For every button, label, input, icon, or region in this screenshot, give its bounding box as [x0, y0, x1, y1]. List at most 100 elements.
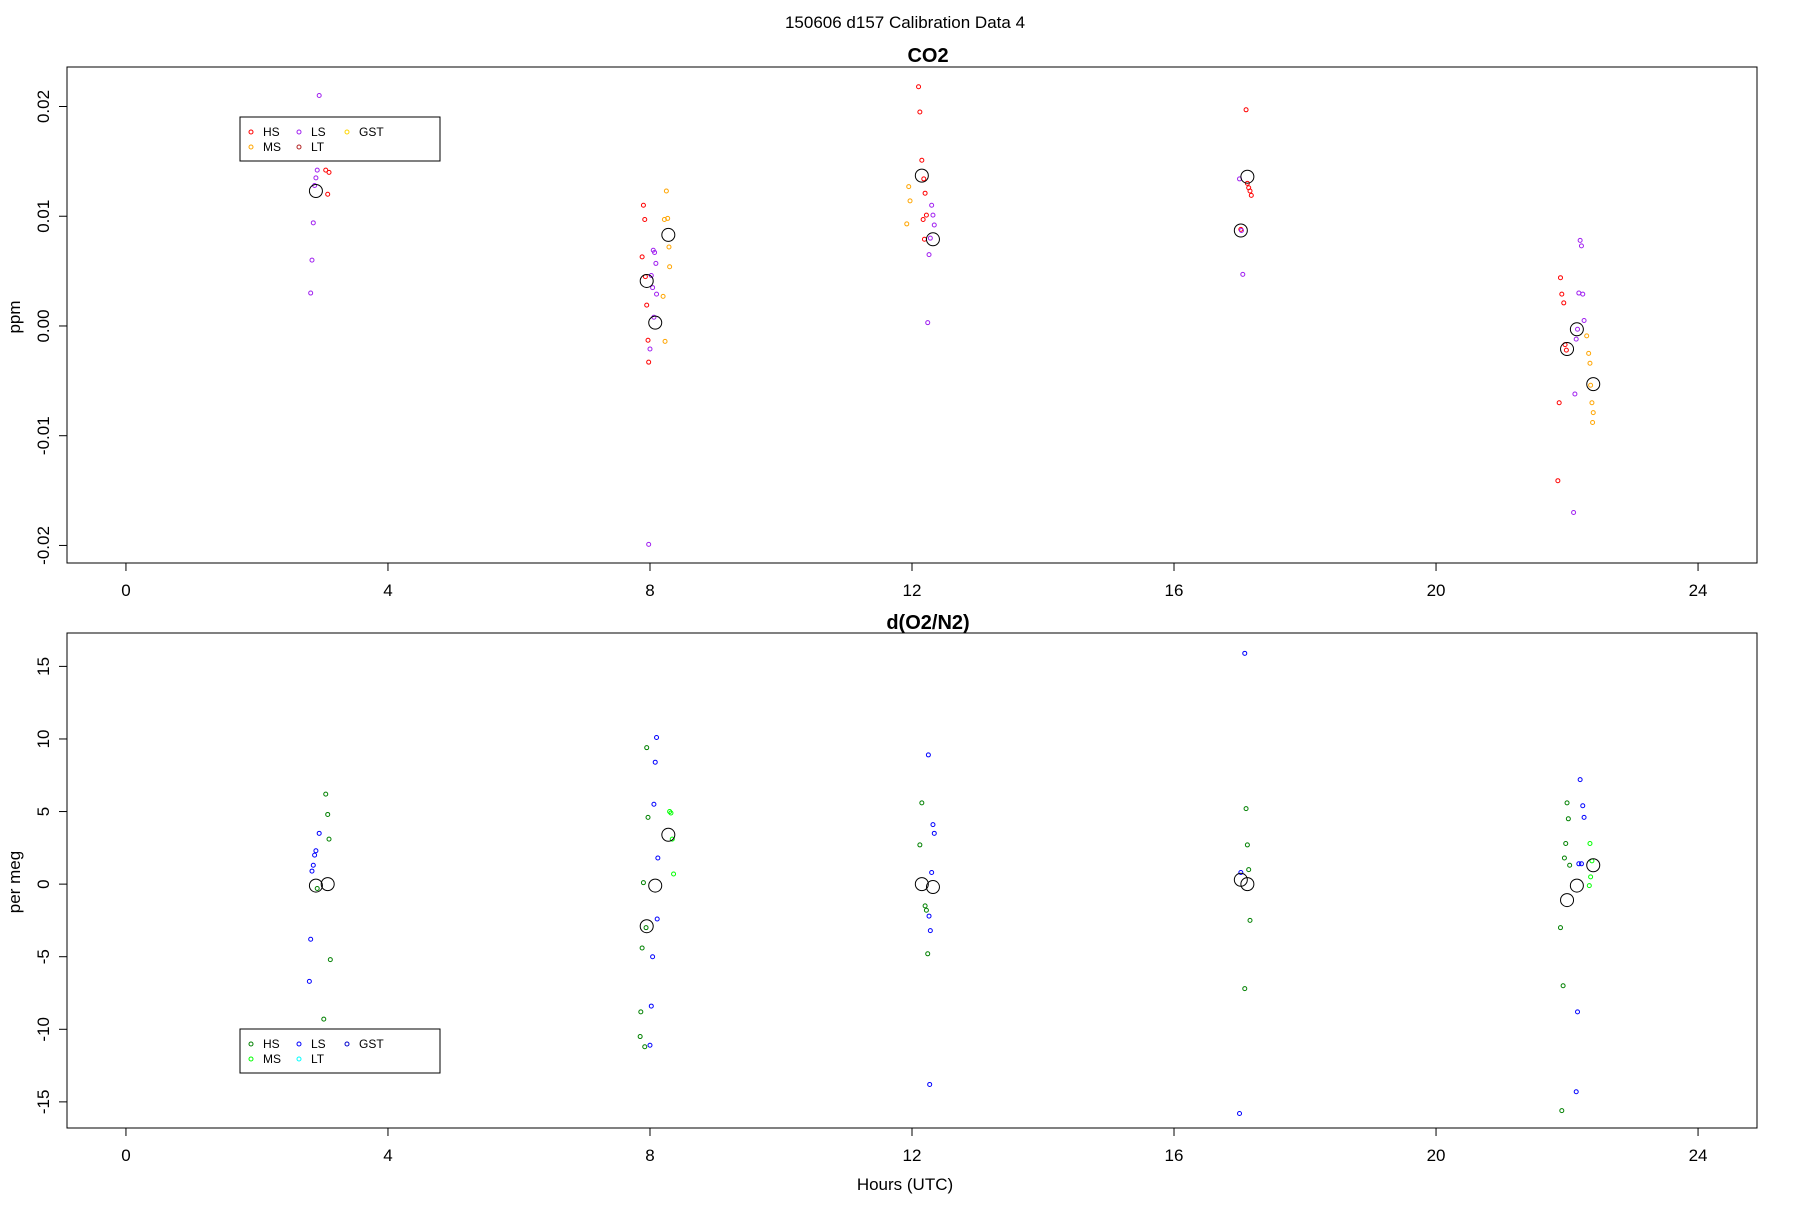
o2n2-y-tick-label: 10: [34, 730, 53, 749]
o2n2-point-hs: [1244, 842, 1250, 848]
o2n2-legend-label: LS: [311, 1037, 326, 1051]
co2-point-ls: [653, 260, 659, 266]
o2n2-point-ls: [650, 954, 656, 960]
o2n2-point-hs: [642, 1044, 648, 1050]
co2-point-ls: [650, 285, 656, 291]
o2n2-point-ls: [654, 735, 660, 741]
o2n2-mean-marker: [320, 877, 335, 892]
co2-mean-marker: [1233, 223, 1248, 238]
o2n2-point-hs: [922, 903, 928, 909]
o2n2-point-hs: [638, 1009, 644, 1015]
co2-legend-label: LT: [311, 140, 325, 154]
co2-point-ls: [927, 235, 933, 241]
co2-x-tick-label: 12: [903, 581, 922, 600]
o2n2-point-hs: [321, 1016, 327, 1022]
co2-point-ms: [1588, 382, 1594, 388]
co2-legend-marker: [296, 129, 302, 135]
co2-point-hs: [1555, 478, 1561, 484]
co2-point-hs: [922, 190, 928, 196]
co2-legend-marker: [296, 144, 302, 150]
co2-point-ls: [314, 167, 320, 173]
o2n2-point-hs: [923, 907, 929, 913]
co2-mean-marker: [914, 168, 929, 183]
co2-mean-marker: [1569, 322, 1584, 337]
o2n2-point-hs: [917, 842, 923, 848]
o2n2-point-hs: [637, 1034, 643, 1040]
o2n2-point-hs: [1567, 862, 1573, 868]
co2-x-tick-label: 0: [121, 581, 130, 600]
co2-point-ls: [1576, 290, 1582, 296]
co2-legend-label: GST: [359, 125, 384, 139]
co2-legend-marker: [344, 129, 350, 135]
co2-point-ls: [1575, 326, 1581, 332]
o2n2-point-ls: [308, 936, 314, 942]
o2n2-point-hs: [919, 800, 925, 806]
o2n2-point-ls: [927, 928, 933, 934]
o2n2-point-hs: [639, 945, 645, 951]
co2-y-tick-label: 0.00: [34, 309, 53, 342]
o2n2-x-tick-label: 24: [1689, 1146, 1708, 1165]
co2-point-hs: [1557, 275, 1563, 281]
o2n2-point-ls: [931, 830, 937, 836]
o2n2-point-ls: [312, 852, 318, 858]
co2-point-hs: [923, 212, 929, 218]
o2n2-point-hs: [1561, 855, 1567, 861]
co2-point-hs: [921, 236, 927, 242]
co2-point-ms: [1587, 360, 1593, 366]
o2n2-point-hs: [1242, 986, 1248, 992]
co2-point-ls: [926, 252, 932, 258]
co2-point-ls: [1238, 228, 1244, 234]
o2n2-point-ls: [929, 870, 935, 876]
o2n2-point-hs: [323, 791, 329, 797]
co2-point-hs: [920, 217, 926, 223]
co2-point-hs: [1243, 107, 1249, 113]
o2n2-point-ls: [1242, 650, 1248, 656]
o2n2-mean-marker: [308, 878, 323, 893]
o2n2-legend-box: [239, 1028, 441, 1074]
co2-point-ls: [647, 346, 653, 352]
co2-point-ls: [1581, 317, 1587, 323]
co2-legend-box: [239, 116, 441, 162]
o2n2-y-tick-label: -15: [34, 1090, 53, 1115]
co2-point-ls: [929, 202, 935, 208]
o2n2-y-tick-label: -10: [34, 1017, 53, 1042]
co2-x-axis: 0 4 8 12 16 20 24: [121, 562, 1708, 600]
o2n2-point-ls: [309, 868, 315, 874]
co2-point-ls: [316, 93, 322, 99]
co2-point-ms: [660, 293, 666, 299]
co2-point-hs: [644, 302, 650, 308]
co2-point-ls: [1571, 510, 1577, 516]
o2n2-point-ls: [647, 1042, 653, 1048]
co2-point-hs: [916, 84, 922, 90]
o2n2-legend-marker: [248, 1056, 254, 1062]
o2n2-x-axis: 0 4 8 12 16 20 24: [121, 1127, 1708, 1165]
o2n2-point-ms: [671, 871, 677, 877]
o2n2-legend-label: MS: [263, 1052, 281, 1066]
co2-points: [308, 84, 1596, 547]
o2n2-point-ls: [1575, 1009, 1581, 1015]
o2n2-y-axis-title: per meg: [5, 851, 24, 913]
co2-point-hs: [646, 359, 652, 365]
co2-x-tick-label: 24: [1689, 581, 1708, 600]
o2n2-point-ls: [1576, 861, 1582, 867]
o2n2-x-tick-label: 20: [1427, 1146, 1446, 1165]
o2n2-point-hs: [643, 925, 649, 931]
co2-point-hs: [642, 217, 648, 223]
o2n2-y-tick-label: 15: [34, 657, 53, 676]
o2n2-point-hs: [645, 814, 651, 820]
o2n2-legend-marker: [248, 1041, 254, 1047]
o2n2-point-ls: [648, 1003, 654, 1009]
co2-point-hs: [921, 176, 927, 182]
co2-mean-marker: [1560, 342, 1575, 357]
o2n2-legend-label: LT: [311, 1052, 325, 1066]
co2-point-hs: [1561, 300, 1567, 306]
co2-mean-marker: [639, 273, 654, 288]
o2n2-y-axis: -15 -10 -5 0 5 10 15: [34, 657, 68, 1115]
figure-title: 150606 d157 Calibration Data 4: [785, 13, 1025, 32]
o2n2-point-hs: [1246, 867, 1252, 873]
co2-legend-marker: [248, 129, 254, 135]
o2n2-mean-marker: [1586, 858, 1601, 873]
o2n2-point-hs: [1557, 925, 1563, 931]
o2n2-x-tick-label: 8: [645, 1146, 654, 1165]
